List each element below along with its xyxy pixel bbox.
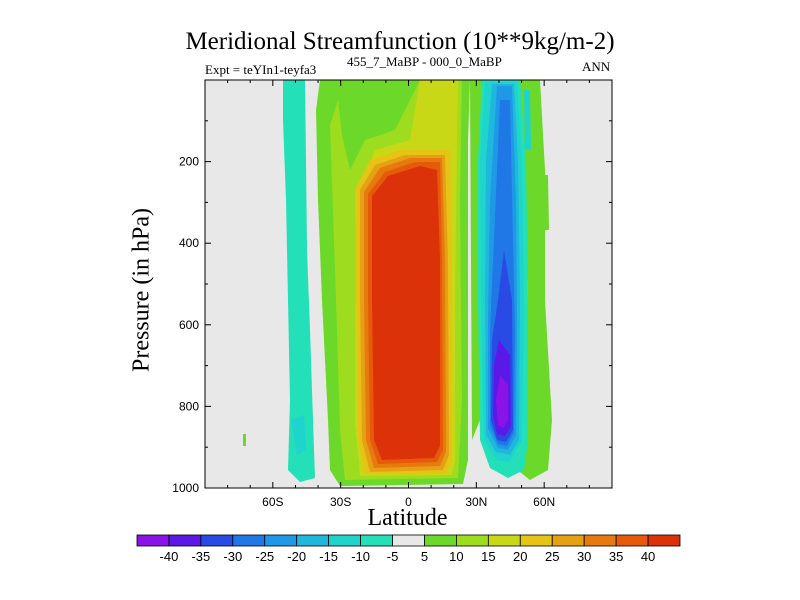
colorbar-label-0: -40 bbox=[160, 549, 179, 564]
y-tick-label-2: 600 bbox=[179, 318, 199, 332]
axes-group: 60S 30S 0 30N 60N 200 400 600 800 1000 bbox=[172, 80, 612, 509]
colorbar-label-13: 30 bbox=[577, 549, 591, 564]
contour-region-north-speck2 bbox=[524, 90, 531, 150]
colorbar-label-6: -10 bbox=[351, 549, 370, 564]
colorbar-box-4 bbox=[264, 534, 298, 547]
contour-region-north-5 bbox=[470, 80, 552, 480]
colorbar-label-11: 20 bbox=[513, 549, 527, 564]
period-label: 455_7_MaBP - 000_0_MaBP bbox=[347, 54, 502, 69]
colorbar-box-6 bbox=[328, 534, 361, 547]
colorbar-box-7 bbox=[360, 534, 393, 547]
colorbar-label-14: 35 bbox=[609, 549, 623, 564]
colorbar-label-7: -5 bbox=[387, 549, 399, 564]
contour-region-south-speck bbox=[243, 434, 246, 446]
colorbar-label-10: 15 bbox=[481, 549, 495, 564]
colorbar-label-12: 25 bbox=[545, 549, 559, 564]
colorbar-label-5: -15 bbox=[319, 549, 338, 564]
experiment-label: Expt = teYIn1-teyfa3 bbox=[205, 62, 317, 77]
colorbar-box-16 bbox=[647, 534, 681, 547]
x-axis-label: Latitude bbox=[367, 505, 448, 531]
y-tick-label-4: 1000 bbox=[172, 481, 199, 495]
contour-region-south-neg10 bbox=[291, 415, 306, 455]
colorbar-label-3: -25 bbox=[255, 549, 274, 564]
contour-region-north-neg40 bbox=[496, 375, 508, 428]
colorbar-box-14 bbox=[583, 534, 617, 547]
colorbar-box-9 bbox=[424, 534, 457, 547]
colorbar-box-3 bbox=[232, 534, 266, 547]
season-label: ANN bbox=[582, 59, 611, 74]
x-tick-label-0: 60S bbox=[262, 495, 283, 509]
colorbar-label-8: 5 bbox=[421, 549, 428, 564]
contour-region-south-neg5 bbox=[283, 80, 315, 482]
colorbar-box-1 bbox=[168, 534, 202, 547]
contour-fields bbox=[243, 80, 552, 486]
colorbar-label-1: -35 bbox=[191, 549, 210, 564]
colorbar-box-5 bbox=[296, 534, 330, 547]
y-tick-label-1: 400 bbox=[179, 236, 199, 250]
x-tick-label-4: 60N bbox=[533, 495, 555, 509]
x-tick-label-2: 0 bbox=[405, 495, 412, 509]
x-tick-label-3: 30N bbox=[465, 495, 487, 509]
colorbar-label-2: -30 bbox=[223, 549, 242, 564]
colorbar-box-0 bbox=[136, 534, 170, 547]
colorbar-label-15: 40 bbox=[641, 549, 655, 564]
colorbar-box-13 bbox=[551, 534, 585, 547]
colorbar-box-2 bbox=[200, 534, 234, 547]
colorbar-box-8 bbox=[392, 534, 425, 547]
colorbar-box-12 bbox=[519, 534, 553, 547]
colorbar-label-4: -20 bbox=[287, 549, 306, 564]
chart-title: Meridional Streamfunction (10**9kg/m-2) bbox=[185, 28, 615, 55]
colorbar-box-11 bbox=[487, 534, 521, 547]
colorbar: -40 -35 -30 -25 -20 -15 -10 -5 5 10 15 20 25 30 35 40 bbox=[136, 534, 681, 564]
contour-region-north-speck1 bbox=[541, 175, 549, 230]
contour-region-main-40 bbox=[372, 166, 440, 460]
x-tick-label-1: 30S bbox=[330, 495, 351, 509]
colorbar-box-15 bbox=[615, 534, 649, 547]
colorbar-box-10 bbox=[456, 534, 489, 547]
y-tick-label-3: 800 bbox=[179, 399, 199, 413]
colorbar-label-9: 10 bbox=[449, 549, 463, 564]
y-tick-label-0: 200 bbox=[179, 155, 199, 169]
